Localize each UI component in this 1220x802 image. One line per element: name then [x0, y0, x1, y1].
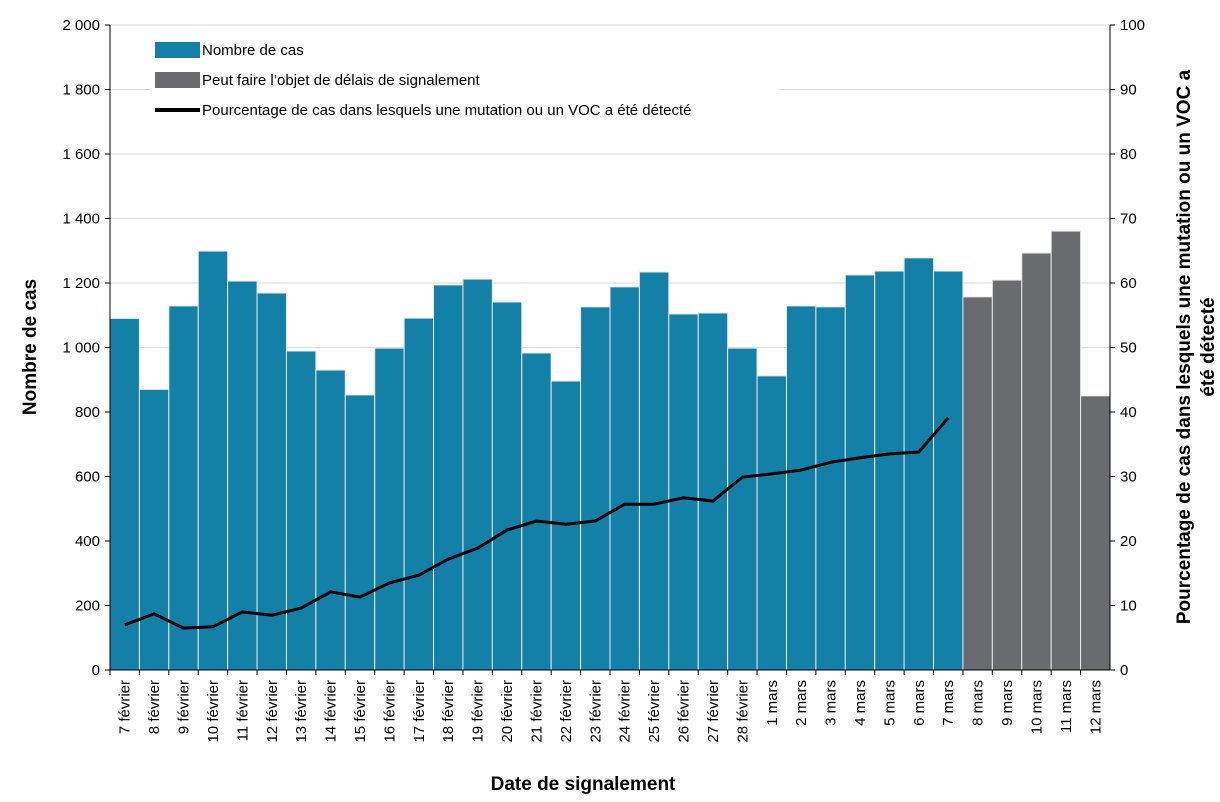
x-tick-label: 18 février — [440, 680, 457, 743]
x-tick-label: 24 février — [617, 680, 634, 743]
bar — [844, 274, 876, 671]
y-tick-label: 1 400 — [62, 211, 100, 228]
x-tick-label: 2 mars — [793, 680, 810, 726]
bar — [491, 301, 523, 671]
bar — [991, 279, 1023, 671]
x-tick-label: 14 février — [323, 680, 340, 743]
bar — [1050, 230, 1082, 671]
bar — [933, 270, 964, 671]
y2-tick-label: 10 — [1120, 598, 1137, 615]
bar — [521, 352, 552, 671]
x-tick-label: 27 février — [705, 680, 722, 743]
line — [124, 416, 950, 630]
x-tick-label: 22 février — [558, 680, 575, 743]
legend-swatch — [155, 72, 200, 88]
y-tick-label: 400 — [75, 533, 100, 550]
y2-tick-label: 100 — [1120, 17, 1145, 34]
bar — [315, 369, 346, 671]
legend-label: Peut faire l’objet de délais de signalem… — [202, 72, 481, 89]
y2-tick-label: 40 — [1120, 404, 1137, 421]
bar — [815, 306, 846, 671]
y-tick-label: 800 — [75, 404, 100, 421]
x-tick-label: 26 février — [676, 680, 693, 743]
bar — [874, 270, 905, 671]
x-tick-label: 23 février — [587, 680, 604, 743]
x-tick-label: 25 février — [646, 680, 663, 743]
x-tick-label: 13 février — [293, 680, 310, 743]
bar — [109, 317, 140, 671]
bar — [903, 257, 935, 671]
y-tick-label: 0 — [92, 662, 100, 679]
bar — [785, 305, 817, 671]
x-tick-label: 7 mars — [940, 680, 957, 726]
bar — [168, 305, 199, 671]
x-tick-label: 15 février — [352, 680, 369, 743]
bar — [433, 284, 464, 671]
x-tick-label: 1 mars — [764, 680, 781, 726]
x-tick-label: 11 février — [234, 680, 251, 741]
bar — [668, 313, 699, 671]
y2-tick-label: 70 — [1120, 211, 1137, 228]
y-tick-label: 1 600 — [62, 146, 100, 163]
x-tick-label: 12 février — [264, 680, 281, 743]
y2-tick-label: 30 — [1120, 469, 1137, 486]
bar — [1080, 395, 1111, 671]
y-tick-label: 1 200 — [62, 275, 100, 292]
legend-label: Pourcentage de cas dans lesquels une mut… — [202, 102, 692, 119]
y2-tick-label: 0 — [1120, 662, 1128, 679]
x-tick-label: 12 mars — [1087, 680, 1104, 734]
y2-axis-title: Pourcentage de cas dans lesquels une mut… — [1174, 69, 1195, 624]
bar — [462, 278, 493, 671]
x-tick-label: 3 mars — [823, 680, 840, 726]
y-axis-title: Nombre de cas — [20, 279, 41, 415]
bar — [609, 286, 640, 671]
bar — [403, 317, 435, 671]
legend-box — [150, 34, 780, 126]
bar — [1021, 252, 1052, 671]
bar — [962, 296, 993, 671]
x-tick-label: 5 mars — [881, 680, 898, 726]
legend-label: Nombre de cas — [202, 42, 304, 59]
bar — [197, 250, 229, 671]
x-tick-label: 16 février — [381, 680, 398, 743]
bar — [756, 375, 787, 671]
y-tick-label: 200 — [75, 598, 100, 615]
x-tick-label: 10 février — [205, 680, 222, 743]
x-axis-title: Date de signalement — [491, 774, 676, 795]
x-tick-label: 8 février — [146, 680, 163, 734]
bar — [580, 306, 611, 671]
y2-axis-title: été détecté — [1198, 297, 1219, 396]
x-tick-label: 28 février — [734, 680, 751, 743]
y2-tick-label: 90 — [1120, 82, 1137, 99]
y2-tick-label: 20 — [1120, 533, 1137, 550]
x-tick-label: 20 février — [499, 680, 516, 743]
x-tick-label: 9 février — [176, 680, 193, 734]
x-tick-label: 10 mars — [1028, 680, 1045, 734]
y2-tick-label: 50 — [1120, 340, 1137, 357]
x-tick-label: 19 février — [470, 680, 487, 743]
legend-swatch — [155, 42, 200, 58]
x-tick-label: 8 mars — [970, 680, 987, 726]
bar — [138, 388, 170, 671]
y2-tick-label: 60 — [1120, 275, 1137, 292]
x-tick-label: 17 février — [411, 680, 428, 743]
x-tick-label: 9 mars — [999, 680, 1016, 726]
bar — [638, 271, 670, 671]
bar — [285, 350, 317, 671]
y-tick-label: 600 — [75, 469, 100, 486]
y-tick-label: 1 000 — [62, 340, 100, 357]
x-tick-label: 21 février — [528, 680, 545, 743]
x-tick-label: 11 mars — [1058, 680, 1075, 733]
y-tick-label: 2 000 — [62, 17, 100, 34]
y2-tick-label: 80 — [1120, 146, 1137, 163]
bar — [727, 347, 758, 671]
bar — [374, 347, 405, 671]
x-tick-label: 4 mars — [852, 680, 869, 726]
x-tick-label: 6 mars — [911, 680, 928, 726]
x-tick-label: 7 février — [117, 680, 134, 734]
bar — [344, 394, 376, 671]
y-tick-label: 1 800 — [62, 82, 100, 99]
